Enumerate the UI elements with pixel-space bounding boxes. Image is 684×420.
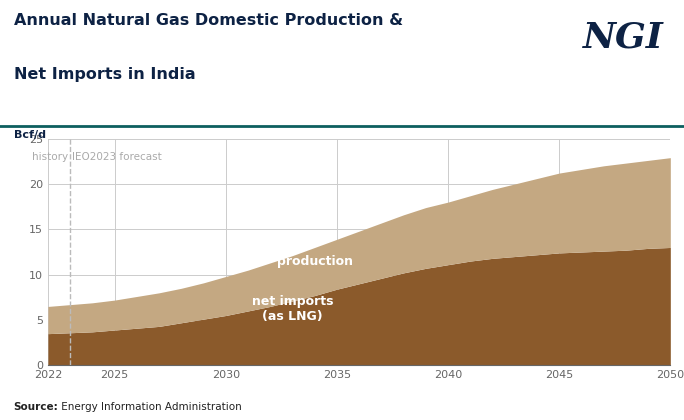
Text: NGI: NGI <box>583 21 663 55</box>
Text: history: history <box>31 152 68 162</box>
Text: Annual Natural Gas Domestic Production &: Annual Natural Gas Domestic Production & <box>14 13 403 28</box>
Text: Energy Information Administration: Energy Information Administration <box>58 402 242 412</box>
Text: Source:: Source: <box>14 402 58 412</box>
Text: Bcf/d: Bcf/d <box>14 130 46 140</box>
Text: Net Imports in India: Net Imports in India <box>14 67 196 82</box>
Text: net imports
(as LNG): net imports (as LNG) <box>252 295 333 323</box>
Text: production: production <box>276 255 353 268</box>
Text: IEO2023 forecast: IEO2023 forecast <box>73 152 162 162</box>
